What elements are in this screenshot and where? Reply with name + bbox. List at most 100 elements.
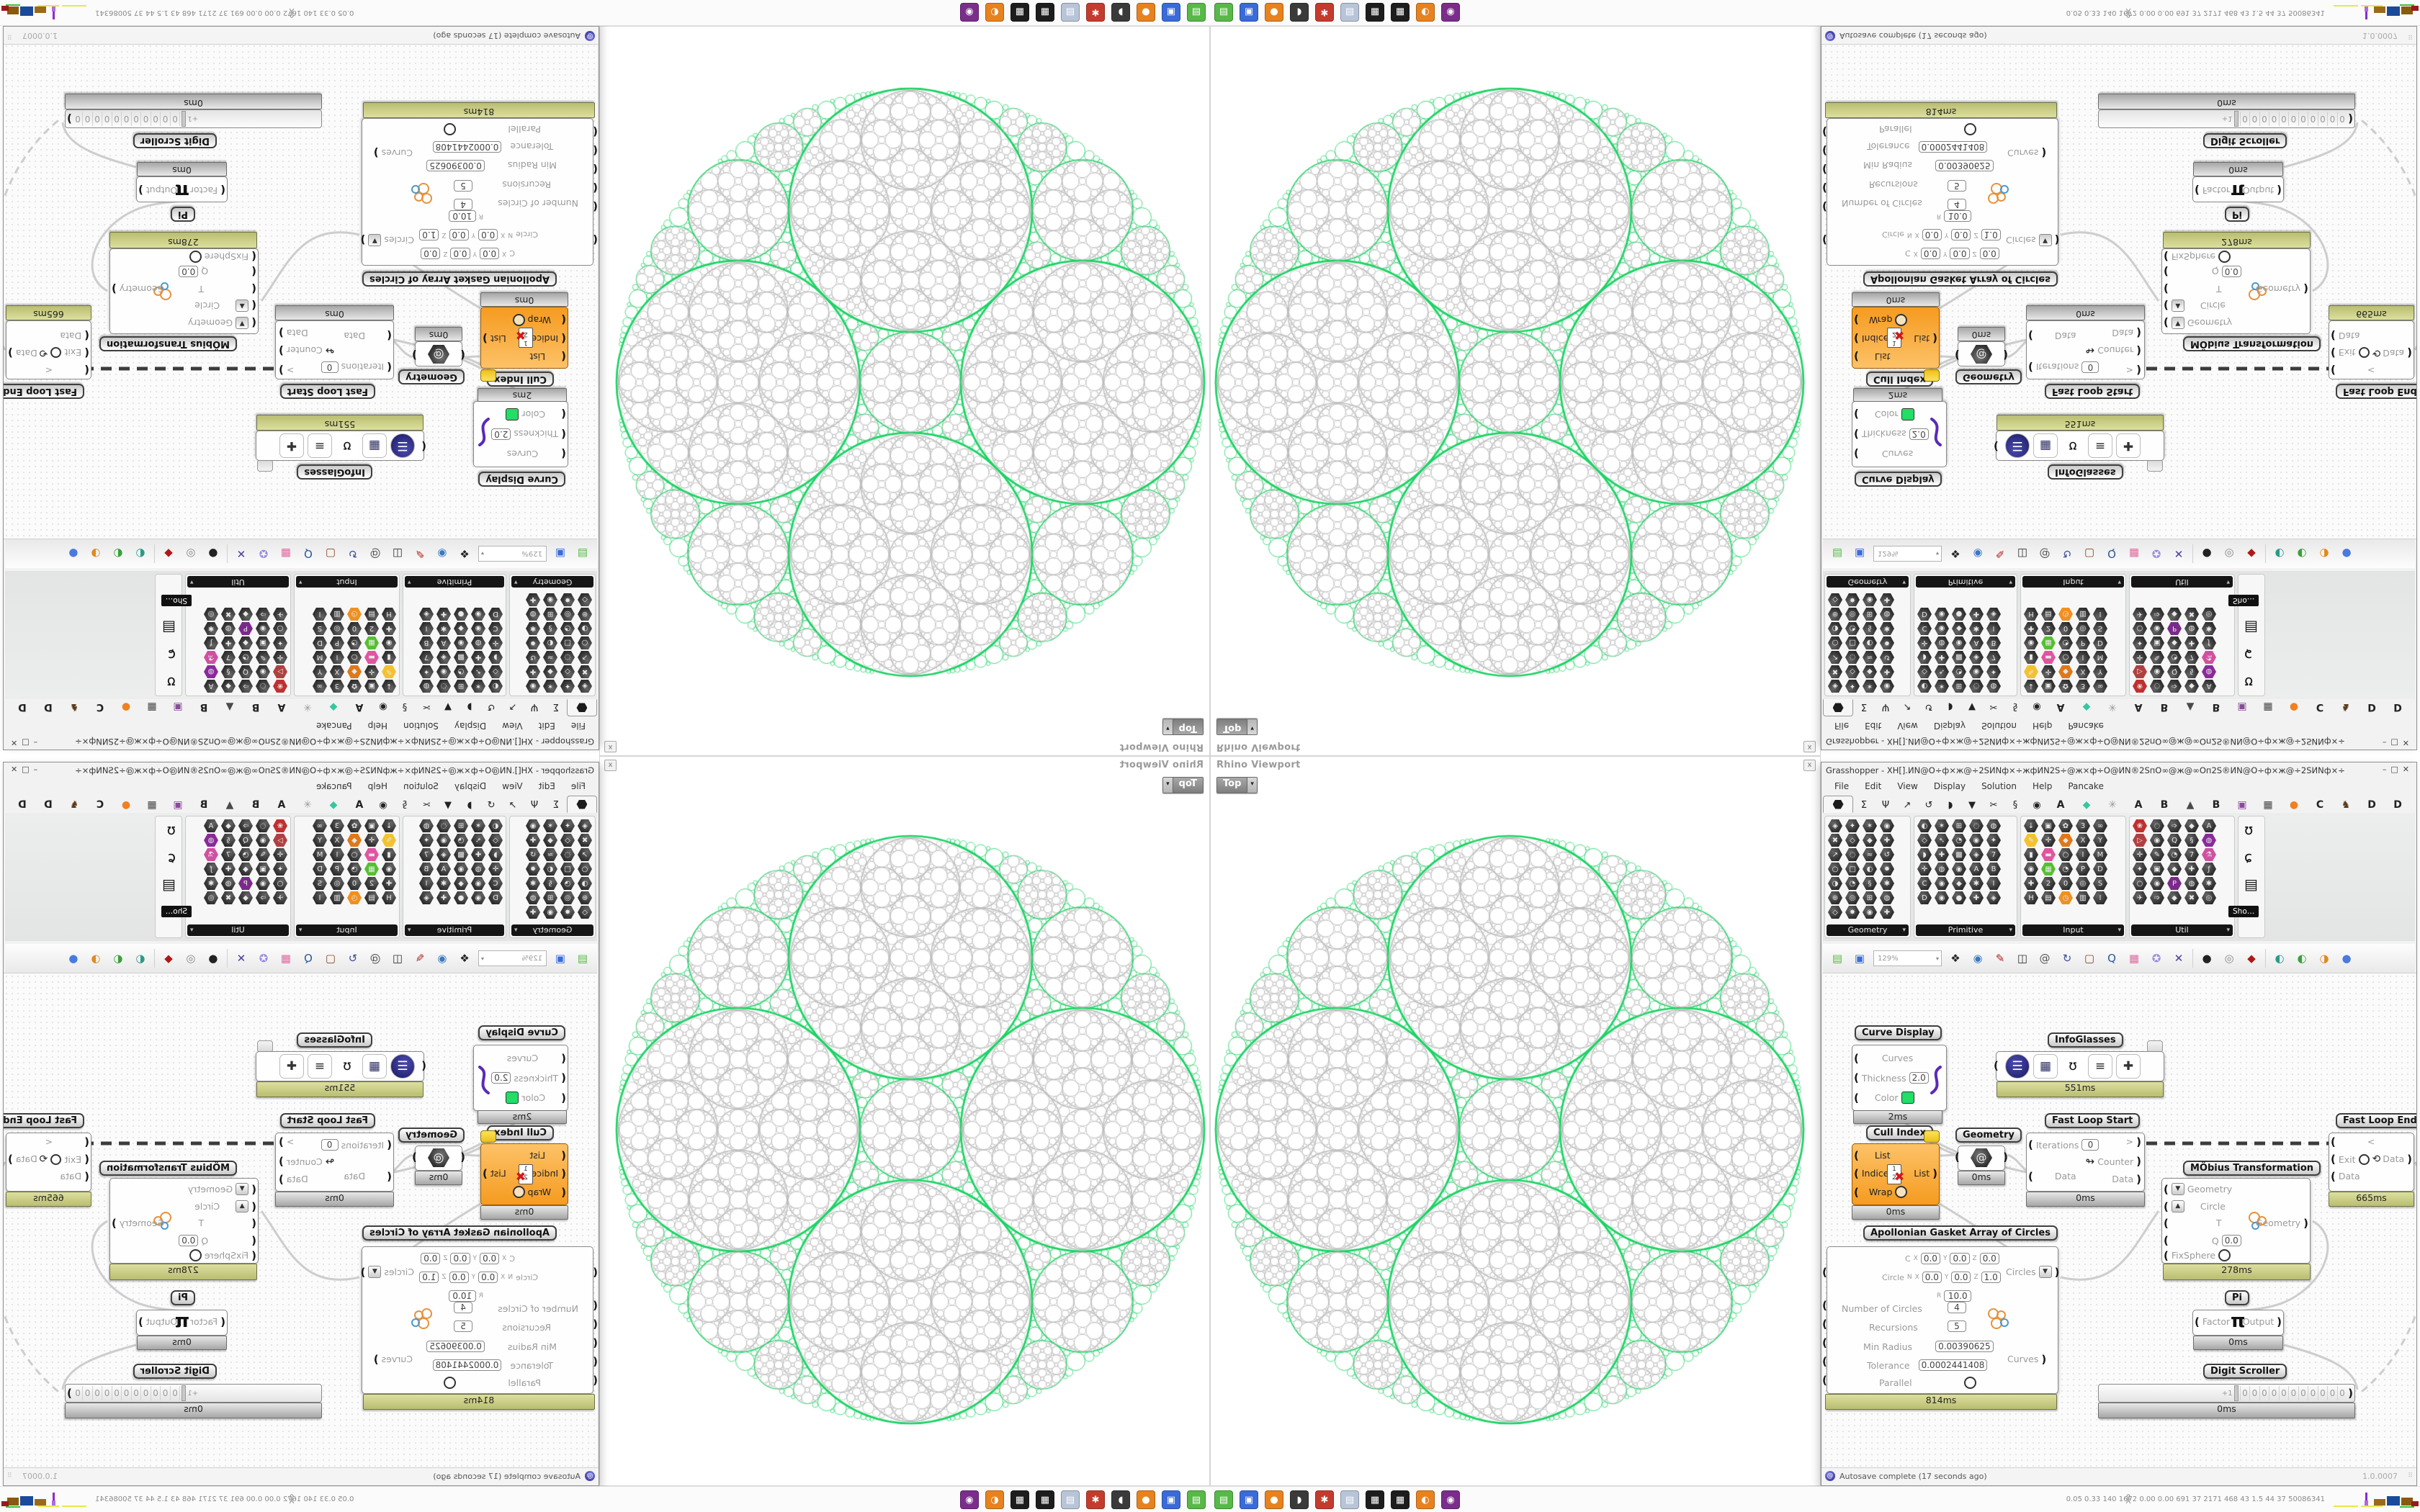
warning-bubble-icon[interactable] [480,1130,496,1143]
component-icon[interactable]: ◔ [560,622,575,635]
tolerance-value[interactable]: 0.0002441408 [432,141,502,153]
gem-icon[interactable]: ◆ [2247,952,2256,965]
component-icon[interactable]: P [2076,636,2090,649]
component-icon[interactable]: ◆ [454,877,468,890]
taskbar-icon-floppy-save[interactable]: ▣ [1240,1490,1258,1509]
close-icon[interactable]: x [604,760,617,771]
digit-cell[interactable]: 0 [83,1386,93,1400]
component-icon[interactable]: ◍ [1880,608,1894,621]
input-arc[interactable]: ( [561,1051,566,1065]
component-icon[interactable]: ◔ [1845,622,1860,635]
archive-icon[interactable]: ▤ [2244,876,2258,893]
component-icon[interactable]: ◉ [2150,877,2164,890]
component-icon[interactable]: 3 [2076,819,2090,832]
component-icon[interactable]: ≈ [543,848,557,861]
plugin-tab-0[interactable]: A [2056,799,2065,811]
input-arc[interactable]: ( [1854,1091,1859,1104]
component-icon[interactable]: ◔ [2167,848,2182,861]
component-icon[interactable]: H [382,891,396,904]
grasshopper-titlebar[interactable]: Grasshopper - XH[].ИN@О÷ф×ж@÷2SИNф×÷жфИN… [1821,762,2416,778]
infoglasses-grid-icon[interactable]: ▦ [362,1054,387,1079]
component-icon[interactable]: ✱ [204,877,218,890]
component-icon[interactable]: § [543,622,557,635]
node-geometry[interactable]: ( ) @ [412,1146,465,1171]
component-icon[interactable]: ▥ [330,608,344,621]
component-icon[interactable]: ◉ [2150,665,2164,678]
component-icon[interactable]: ◇ [488,665,503,678]
component-icon[interactable]: ✹ [1880,863,1894,876]
parallel-toggle[interactable] [444,123,457,135]
component-icon[interactable]: ◍ [2184,622,2199,635]
component-icon[interactable]: ↗ [578,651,592,664]
digit-cell[interactable]: 0 [83,112,93,126]
gh-canvas[interactable]: Curve Display (Curves (Thickness 2.0 (Col… [4,973,597,1470]
component-icon[interactable]: ✚ [2184,636,2199,649]
component-icon[interactable]: ➩ [2167,680,2182,693]
taskbar-icon-paint-app[interactable]: ◗ [1111,3,1130,22]
color-swatch[interactable] [1901,408,1914,420]
component-icon[interactable]: ◍ [2202,834,2216,847]
component-icon[interactable]: ↺ [1880,651,1894,664]
tab-params[interactable] [567,699,597,716]
focus-extents-icon[interactable]: ❖ [1950,547,1960,560]
taskbar-icon-qr-tool-1[interactable]: ▦ [1366,1490,1384,1509]
component-icon[interactable]: B [419,863,434,876]
down-arrow-button[interactable]: ▼ [2171,317,2184,329]
component-icon[interactable]: ⚗ [2202,651,2216,664]
taskbar-icon-notepad[interactable]: ▤ [1061,3,1080,22]
component-icon[interactable]: ▮ [2024,848,2038,861]
component-icon[interactable]: С [488,877,503,890]
node-label-infoglasses[interactable]: InfoGlasses [2048,1032,2123,1048]
component-icon[interactable]: D [488,891,503,904]
component-icon[interactable]: ✱ [436,622,451,635]
component-icon[interactable]: I [2076,848,2090,861]
component-icon[interactable]: ◔ [454,834,468,847]
down-arrow-button[interactable]: ▼ [368,1266,382,1278]
component-icon[interactable]: ◌ [256,680,270,693]
component-icon[interactable]: ▷ [273,834,287,847]
component-icon[interactable]: ✚ [1935,651,1949,664]
rings-icon[interactable]: ◎ [186,952,196,965]
node-label-geometry[interactable]: Geometry [398,369,465,384]
tab-sets[interactable]: Ψ [1881,799,1890,811]
grasshopper-titlebar[interactable]: Grasshopper - XH[].ИN@О÷ф×ж@÷2SИNф×÷жфИN… [4,762,599,778]
number-of-circles-value[interactable]: 4 [454,1302,472,1313]
component-icon[interactable]: B [419,636,434,649]
plugin-tab-8[interactable]: ▦ [147,799,157,811]
node-label-fast-loop-start[interactable]: Fast Loop Start [2045,1113,2141,1128]
component-icon[interactable]: I [419,622,434,635]
c-z-value[interactable]: 0.0 [421,1253,441,1264]
component-icon[interactable]: ○ [578,636,592,649]
component-icon[interactable]: ◉ [382,636,396,649]
component-icon[interactable]: ⊞ [454,819,468,832]
tab-params[interactable] [567,796,597,813]
component-icon[interactable]: ◔ [1952,834,1966,847]
recursions-value[interactable]: 5 [1948,1320,1966,1332]
min-radius-value[interactable]: 0.00390625 [426,160,485,171]
digit-cell[interactable]: 0 [2327,1386,2337,1400]
chevron-down-icon[interactable]: ▾ [1163,719,1173,734]
component-icon[interactable]: ◎ [204,608,218,621]
node-label-fast-loop-start[interactable]: Fast Loop Start [279,384,375,399]
up-arrow-button[interactable]: ▲ [2171,300,2184,312]
component-icon[interactable]: ◆ [2167,863,2182,876]
component-icon[interactable]: □ [1845,863,1860,876]
digit-cell[interactable]: 0 [2327,112,2337,126]
component-icon[interactable]: ◆ [2167,891,2182,904]
component-icon[interactable]: ✦ [1986,834,2001,847]
tab-display[interactable]: ◉ [379,701,387,713]
node-label-infoglasses[interactable]: InfoGlasses [2048,464,2123,480]
tab-params[interactable] [1823,796,1853,813]
component-icon[interactable]: ○ [578,863,592,876]
component-icon[interactable]: ▦ [2041,636,2056,649]
component-icon[interactable]: ◌ [436,680,451,693]
component-icon[interactable]: ◎ [2076,877,2090,890]
component-icon[interactable]: Q [2167,834,2182,847]
component-icon[interactable]: ◍ [419,819,434,832]
window-buttons[interactable]: –□✕ [2383,738,2414,747]
component-icon[interactable]: ○ [2058,848,2073,861]
plugin-tab-5[interactable]: ▲ [225,701,234,713]
node-label-curve-display[interactable]: Curve Display [1855,1025,1942,1040]
component-icon[interactable]: ◎ [204,891,218,904]
